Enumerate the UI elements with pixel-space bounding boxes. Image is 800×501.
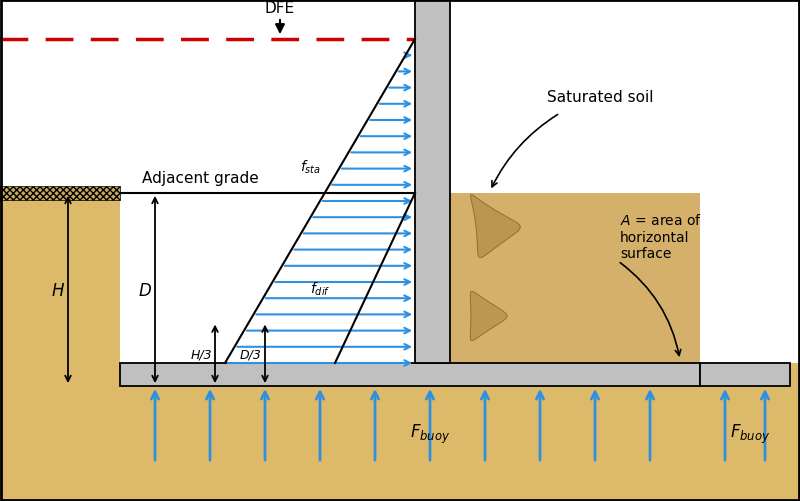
Text: H/3: H/3 (190, 348, 212, 361)
Bar (120, 0, 415, 363)
Text: $F_{buoy}$: $F_{buoy}$ (410, 421, 450, 445)
Bar (0, 193, 120, 363)
Text: D: D (138, 281, 151, 299)
Text: Saturated soil: Saturated soil (546, 89, 654, 104)
Polygon shape (470, 195, 520, 258)
Bar (415, 0, 450, 363)
Text: H: H (51, 281, 64, 299)
Bar (0, 363, 800, 501)
Polygon shape (470, 292, 507, 341)
Text: $f_{sta}$: $f_{sta}$ (300, 158, 321, 176)
Bar (450, 0, 800, 363)
Bar (0, 187, 120, 200)
Text: $\it{A}$ = area of
horizontal
surface: $\it{A}$ = area of horizontal surface (620, 213, 702, 260)
Bar (450, 193, 700, 363)
Text: D/3: D/3 (240, 348, 262, 361)
Text: Adjacent grade: Adjacent grade (142, 171, 258, 186)
Text: $F_{buoy}$: $F_{buoy}$ (730, 421, 770, 445)
Text: DFE: DFE (265, 1, 295, 16)
Bar (120, 363, 700, 386)
Bar (700, 363, 790, 386)
Text: $f_{dif}$: $f_{dif}$ (310, 280, 330, 297)
